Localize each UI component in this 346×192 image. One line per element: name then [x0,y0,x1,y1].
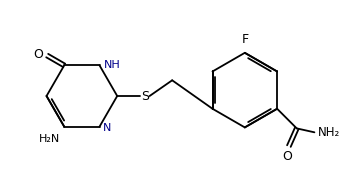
Text: F: F [241,33,248,46]
Text: NH: NH [103,60,120,70]
Text: S: S [141,89,149,103]
Text: NH₂: NH₂ [318,126,340,139]
Text: O: O [282,150,292,163]
Text: N: N [102,122,111,133]
Text: H₂N: H₂N [39,134,60,144]
Text: O: O [34,48,43,61]
